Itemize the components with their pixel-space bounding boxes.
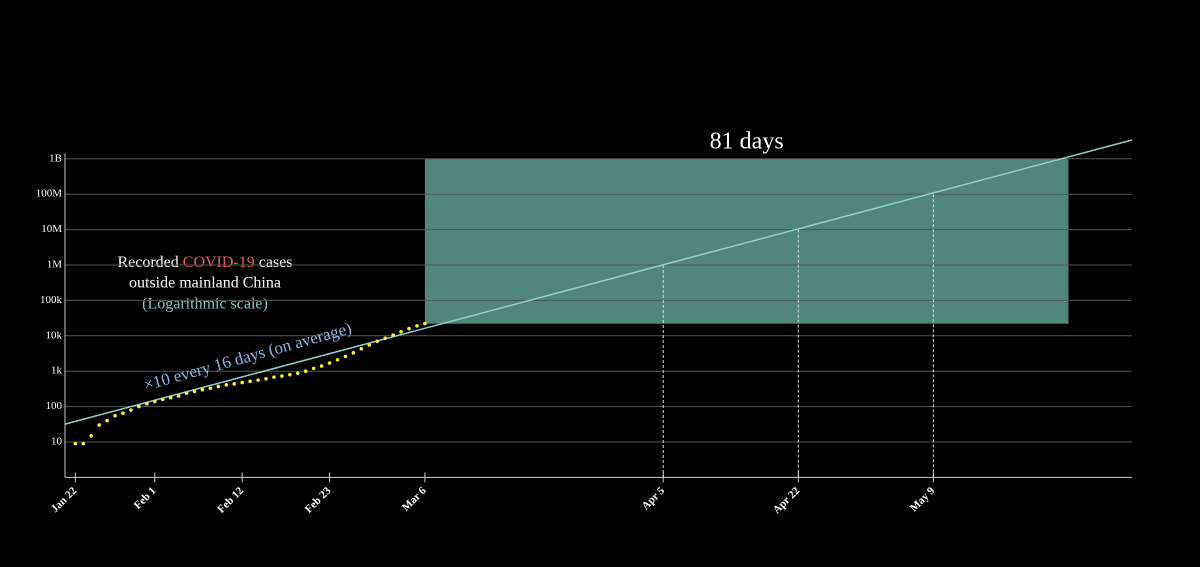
data-point (383, 336, 387, 341)
y-tick-label: 10k (46, 329, 63, 341)
title-part: cases (259, 254, 293, 271)
data-point (97, 423, 101, 427)
data-point (160, 397, 165, 402)
data-point (375, 339, 380, 344)
data-point (105, 418, 109, 423)
data-point (280, 374, 284, 378)
data-point (89, 433, 94, 438)
data-point (240, 380, 244, 385)
data-point (192, 389, 197, 394)
data-point (216, 384, 221, 389)
highlight-region (424, 158, 1069, 324)
chart-title: Recorded COVID-19 cases (117, 254, 292, 271)
data-point (168, 395, 173, 400)
x-tick-label: Apr 5 (640, 484, 668, 512)
data-point (351, 351, 356, 355)
data-point (208, 386, 213, 391)
y-tick-label: 100M (36, 188, 63, 200)
x-tick-label: Apr 22 (771, 484, 803, 516)
x-tick-label: Feb 23 (303, 484, 334, 515)
data-point (256, 378, 260, 382)
chart-title-line: outside mainland China (129, 275, 281, 292)
data-point (359, 346, 364, 351)
y-tick-label: 1k (51, 365, 63, 377)
span-label: 81 days (710, 128, 784, 154)
data-point (232, 382, 237, 386)
x-tick-label: Jan 22 (49, 484, 80, 515)
data-point (264, 376, 268, 381)
x-tick-label: Feb 12 (215, 484, 246, 515)
data-point (415, 324, 419, 328)
data-point (311, 366, 316, 371)
data-point (319, 364, 324, 368)
data-point (137, 404, 141, 409)
y-tick-label: 100 (46, 400, 63, 412)
data-point (399, 329, 403, 334)
data-point (248, 379, 252, 384)
x-tick-label: Mar 6 (400, 484, 429, 513)
data-point (288, 372, 292, 377)
x-tick-label: Feb 1 (132, 485, 159, 512)
data-point (327, 361, 332, 365)
data-point (335, 357, 340, 362)
y-tick-label: 10M (41, 223, 62, 235)
y-tick-label: 1M (47, 259, 63, 271)
title-highlight: COVID-19 (183, 254, 255, 271)
data-point (184, 391, 189, 395)
y-tick-label: 1B (49, 152, 62, 164)
title-part: Recorded (117, 254, 178, 271)
chart-subtitle: (Logarithmic scale) (142, 296, 268, 313)
data-point (176, 394, 181, 398)
trend-line (64, 139, 1133, 425)
y-tick-label: 100k (40, 294, 63, 306)
data-point (295, 371, 300, 375)
data-point (145, 401, 149, 406)
data-point (423, 321, 427, 326)
y-tick-label: 10 (51, 436, 63, 448)
data-point (200, 387, 205, 392)
data-point (152, 399, 157, 404)
data-point (81, 441, 86, 446)
data-point (407, 326, 411, 331)
data-point (391, 333, 395, 337)
data-point (73, 441, 78, 446)
data-point (113, 413, 117, 418)
data-point (343, 354, 348, 359)
data-point (121, 411, 125, 416)
data-point (303, 369, 308, 374)
data-point (367, 343, 372, 347)
data-point (224, 383, 229, 387)
x-tick-label: May 9 (908, 484, 938, 514)
data-point (272, 375, 276, 379)
data-point (129, 408, 133, 412)
